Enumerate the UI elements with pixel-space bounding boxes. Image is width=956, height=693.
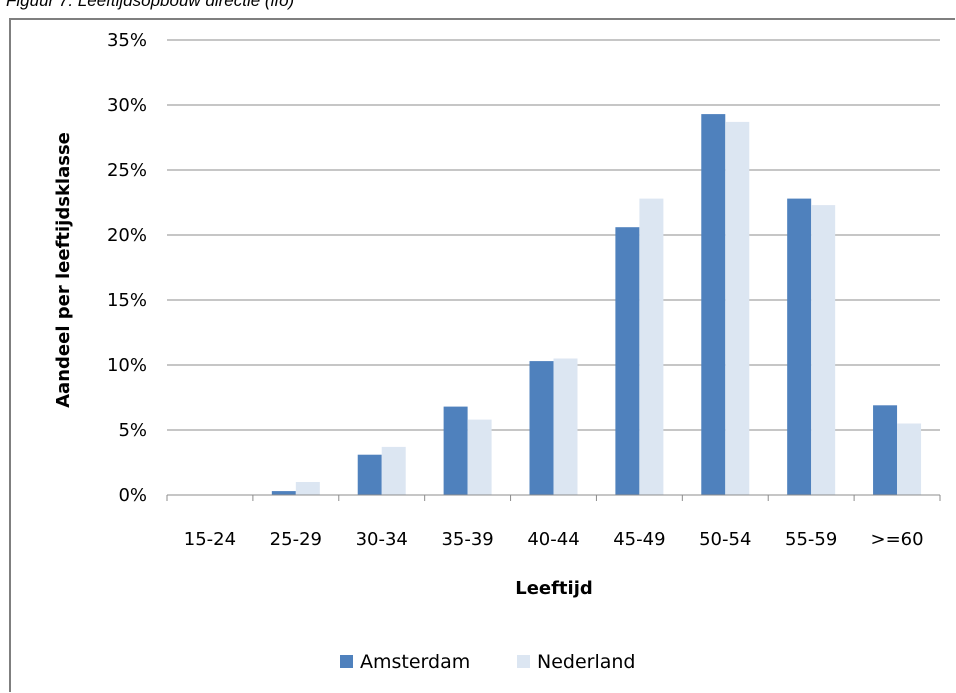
x-tick-label: 30-34 <box>356 529 408 550</box>
bar-amsterdam <box>443 406 468 495</box>
bar-nederland <box>381 446 406 495</box>
bar-nederland <box>897 423 922 495</box>
y-tick-label: 25% <box>107 160 147 181</box>
bar-amsterdam <box>615 227 640 495</box>
y-tick-label: 15% <box>107 290 147 311</box>
bars <box>271 114 922 496</box>
y-tick-label: 5% <box>118 420 147 441</box>
bar-nederland <box>811 205 836 495</box>
legend-label: Nederland <box>537 651 636 673</box>
x-tick-label: 25-29 <box>270 529 322 550</box>
bar-amsterdam <box>787 198 812 495</box>
x-tick-label: 35-39 <box>441 529 493 550</box>
bar-amsterdam <box>529 361 554 495</box>
bar-amsterdam <box>271 491 296 495</box>
y-axis-title: Aandeel per leeftijdsklasse <box>53 132 74 408</box>
y-tick-label: 35% <box>107 30 147 51</box>
x-tick-label: >=60 <box>871 529 924 550</box>
y-tick-label: 10% <box>107 355 147 376</box>
x-tick-label: 45-49 <box>613 529 665 550</box>
y-tick-label: 30% <box>107 95 147 116</box>
bar-nederland <box>467 419 492 495</box>
x-tick-label: 40-44 <box>527 529 579 550</box>
bar-nederland <box>295 482 320 495</box>
x-tick-label: 55-59 <box>785 529 837 550</box>
axes: 0% 5% 10% 15% 20% 25% 30% 35% 15-24 25-29 30-34 35-… <box>107 30 941 550</box>
bar-amsterdam <box>701 114 726 495</box>
y-tick-label: 20% <box>107 225 147 246</box>
bar-nederland <box>553 358 578 495</box>
x-tick-label: 15-24 <box>184 529 236 550</box>
legend-swatch <box>517 655 530 668</box>
legend: Amsterdam Nederland <box>340 651 636 673</box>
y-tick-label: 0% <box>118 485 147 506</box>
legend-label: Amsterdam <box>360 651 470 673</box>
x-tick-label: 50-54 <box>699 529 751 550</box>
bar-amsterdam <box>873 405 898 495</box>
bar-nederland <box>725 121 750 496</box>
legend-swatch <box>340 655 353 668</box>
figure-caption: Figuur 7. Leeftijdsopbouw directie (ifo) <box>6 0 295 10</box>
x-axis-title: Leeftijd <box>515 578 593 599</box>
bar-amsterdam <box>357 454 382 495</box>
bar-nederland <box>639 198 664 495</box>
